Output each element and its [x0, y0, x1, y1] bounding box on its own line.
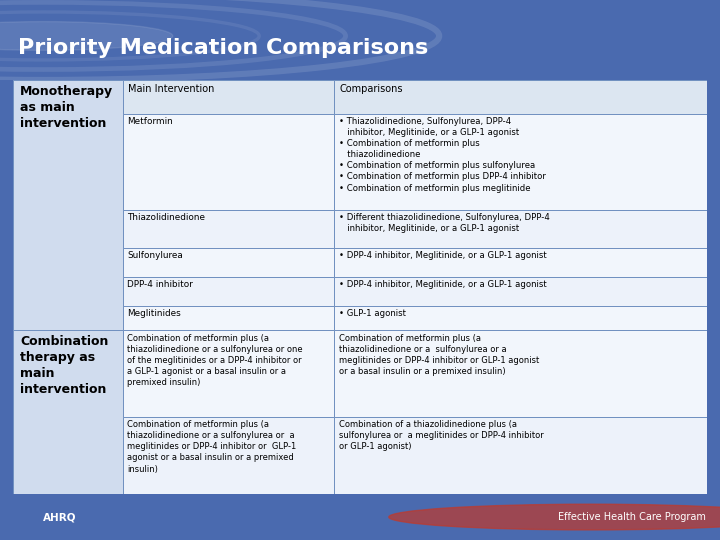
- Bar: [122, 248, 334, 277]
- Text: • GLP-1 agonist: • GLP-1 agonist: [339, 309, 406, 318]
- Text: Combination of metformin plus (a
thiazolidinedione or a sulfonylurea or one
of t: Combination of metformin plus (a thiazol…: [127, 334, 303, 387]
- Text: Monotherapy
as main
intervention: Monotherapy as main intervention: [20, 85, 113, 130]
- Bar: [13, 330, 122, 494]
- Circle shape: [0, 22, 173, 50]
- Text: Effective Health Care Program: Effective Health Care Program: [558, 512, 706, 522]
- Bar: [334, 417, 707, 494]
- Bar: [334, 210, 707, 248]
- Bar: [13, 80, 122, 330]
- Text: Comparisons: Comparisons: [340, 84, 403, 94]
- Bar: [122, 210, 334, 248]
- Text: Combination of metformin plus (a
thiazolidinedione or a  sulfonylurea or a
megli: Combination of metformin plus (a thiazol…: [339, 334, 539, 376]
- Bar: [334, 330, 707, 417]
- Bar: [122, 306, 334, 330]
- Bar: [122, 277, 334, 306]
- Text: Thiazolidinedione: Thiazolidinedione: [127, 213, 205, 222]
- Text: Meglitinides: Meglitinides: [127, 309, 181, 318]
- Bar: [334, 80, 707, 113]
- Text: • Thiazolidinedione, Sulfonylurea, DPP-4
   inhibitor, Meglitinide, or a GLP-1 a: • Thiazolidinedione, Sulfonylurea, DPP-4…: [339, 117, 546, 193]
- Bar: [334, 306, 707, 330]
- Bar: [334, 248, 707, 277]
- Text: Combination
therapy as
main
intervention: Combination therapy as main intervention: [20, 335, 108, 396]
- Text: • Different thiazolidinedione, Sulfonylurea, DPP-4
   inhibitor, Meglitinide, or: • Different thiazolidinedione, Sulfonylu…: [339, 213, 550, 233]
- Text: Combination of metformin plus (a
thiazolidinedione or a sulfonylurea or  a
megli: Combination of metformin plus (a thiazol…: [127, 420, 297, 474]
- Text: Sulfonylurea: Sulfonylurea: [127, 251, 183, 260]
- Text: Metformin: Metformin: [127, 117, 174, 126]
- Text: • DPP-4 inhibitor, Meglitinide, or a GLP-1 agonist: • DPP-4 inhibitor, Meglitinide, or a GLP…: [339, 280, 547, 289]
- Text: DPP-4 inhibitor: DPP-4 inhibitor: [127, 280, 194, 289]
- Text: Main Intervention: Main Intervention: [128, 84, 215, 94]
- Bar: [334, 113, 707, 210]
- Bar: [122, 330, 334, 417]
- Bar: [334, 277, 707, 306]
- Bar: [122, 417, 334, 494]
- Bar: [122, 113, 334, 210]
- Circle shape: [389, 504, 720, 530]
- Text: AHRQ: AHRQ: [43, 512, 77, 522]
- Text: Priority Medication Comparisons: Priority Medication Comparisons: [18, 38, 428, 58]
- Text: • DPP-4 inhibitor, Meglitinide, or a GLP-1 agonist: • DPP-4 inhibitor, Meglitinide, or a GLP…: [339, 251, 547, 260]
- Text: Combination of a thiazolidinedione plus (a
sulfonylurea or  a meglitinides or DP: Combination of a thiazolidinedione plus …: [339, 420, 544, 451]
- Bar: [122, 80, 334, 113]
